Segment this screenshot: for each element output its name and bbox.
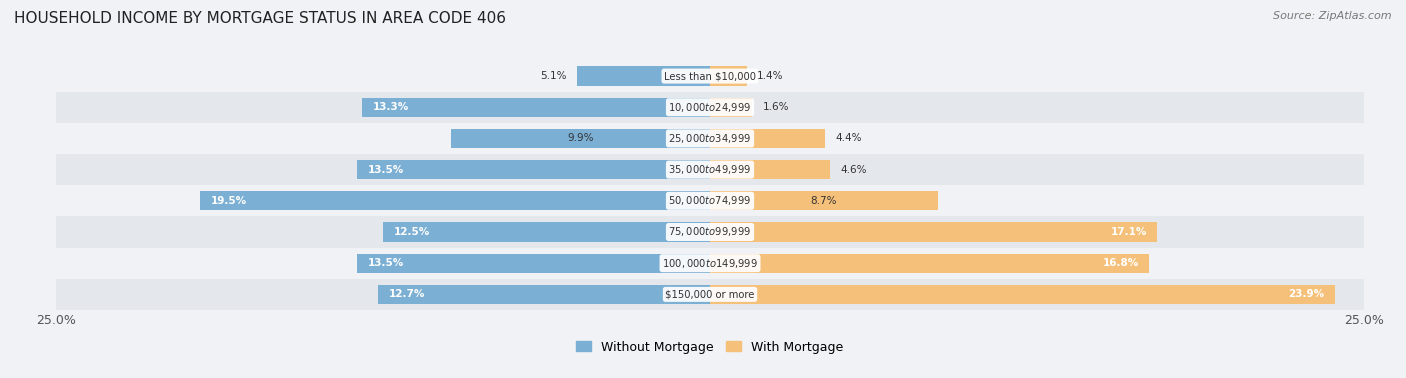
Text: 13.5%: 13.5% xyxy=(367,258,404,268)
Bar xyxy=(56,216,1364,248)
Text: 9.9%: 9.9% xyxy=(568,133,593,143)
Bar xyxy=(710,67,747,86)
Text: 23.9%: 23.9% xyxy=(1288,290,1324,299)
Text: HOUSEHOLD INCOME BY MORTGAGE STATUS IN AREA CODE 406: HOUSEHOLD INCOME BY MORTGAGE STATUS IN A… xyxy=(14,11,506,26)
Bar xyxy=(56,123,1364,154)
Text: Source: ZipAtlas.com: Source: ZipAtlas.com xyxy=(1274,11,1392,21)
Text: Less than $10,000: Less than $10,000 xyxy=(664,71,756,81)
Text: 12.5%: 12.5% xyxy=(394,227,430,237)
Text: $100,000 to $149,999: $100,000 to $149,999 xyxy=(662,257,758,270)
Bar xyxy=(710,285,1336,304)
Bar xyxy=(382,222,710,242)
Bar xyxy=(378,285,710,304)
Bar xyxy=(576,67,710,86)
Bar xyxy=(56,279,1364,310)
Text: 1.4%: 1.4% xyxy=(756,71,783,81)
Text: 17.1%: 17.1% xyxy=(1111,227,1147,237)
Text: 1.6%: 1.6% xyxy=(762,102,789,112)
Text: 5.1%: 5.1% xyxy=(540,71,567,81)
Bar xyxy=(357,254,710,273)
Bar xyxy=(357,160,710,179)
Text: 19.5%: 19.5% xyxy=(211,196,246,206)
Bar xyxy=(710,191,938,211)
Bar xyxy=(200,191,710,211)
Bar xyxy=(451,129,710,148)
Bar xyxy=(710,222,1157,242)
Bar xyxy=(710,129,825,148)
Text: 13.3%: 13.3% xyxy=(373,102,409,112)
Text: $25,000 to $34,999: $25,000 to $34,999 xyxy=(668,132,752,145)
Bar xyxy=(710,160,831,179)
Text: 13.5%: 13.5% xyxy=(367,165,404,175)
Bar xyxy=(56,248,1364,279)
Text: 12.7%: 12.7% xyxy=(388,290,425,299)
Text: $150,000 or more: $150,000 or more xyxy=(665,290,755,299)
Bar xyxy=(56,91,1364,123)
Legend: Without Mortgage, With Mortgage: Without Mortgage, With Mortgage xyxy=(571,336,849,359)
Text: 8.7%: 8.7% xyxy=(810,196,837,206)
Bar xyxy=(710,254,1149,273)
Text: $50,000 to $74,999: $50,000 to $74,999 xyxy=(668,194,752,207)
Bar xyxy=(56,60,1364,92)
Bar xyxy=(56,185,1364,216)
Text: $10,000 to $24,999: $10,000 to $24,999 xyxy=(668,101,752,114)
Bar xyxy=(363,98,710,117)
Bar xyxy=(56,154,1364,185)
Text: $35,000 to $49,999: $35,000 to $49,999 xyxy=(668,163,752,176)
Text: 4.6%: 4.6% xyxy=(841,165,868,175)
Text: $75,000 to $99,999: $75,000 to $99,999 xyxy=(668,226,752,239)
Text: 4.4%: 4.4% xyxy=(835,133,862,143)
Text: 16.8%: 16.8% xyxy=(1102,258,1139,268)
Bar xyxy=(710,98,752,117)
